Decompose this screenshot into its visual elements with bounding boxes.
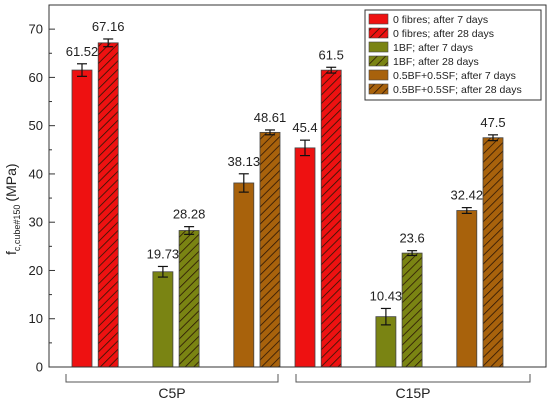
y-tick-label: 50 — [29, 118, 43, 133]
y-tick-label: 60 — [29, 70, 43, 85]
group-label-c15p: C15P — [395, 385, 430, 401]
y-tick-label: 10 — [29, 311, 43, 326]
data-label: 45.4 — [292, 120, 317, 135]
bar — [259, 131, 281, 368]
legend-label: 1BF; after 7 days — [393, 42, 473, 54]
legend-label: 0.5BF+0.5SF; after 7 days — [393, 70, 516, 82]
data-label: 28.28 — [173, 207, 206, 222]
legend-label: 0.5BF+0.5SF; after 28 days — [393, 84, 522, 96]
data-label: 10.43 — [370, 288, 403, 303]
bar — [320, 69, 342, 368]
legend-swatch — [368, 13, 389, 25]
legend-swatch — [368, 41, 389, 53]
data-label: 67.16 — [92, 19, 125, 34]
legend-swatch — [368, 27, 389, 39]
data-label: 38.13 — [228, 154, 261, 169]
legend-swatch — [368, 69, 389, 81]
bar — [294, 147, 316, 368]
legend-swatch — [368, 83, 389, 95]
y-tick-label: 20 — [29, 263, 43, 278]
legend-swatch — [368, 55, 389, 67]
data-labels: 61.52 67.16 19.73 28.28 38.13 48.61 45.4 61.5 10… — [66, 19, 506, 303]
bar — [482, 137, 504, 368]
bar — [233, 182, 255, 368]
y-axis-title: fc,cube#150 (MPa) — [3, 163, 22, 255]
group-bracket-c5p — [65, 374, 279, 383]
y-axis-title-main: f — [3, 251, 19, 255]
legend-label: 0 fibres; after 28 days — [393, 28, 494, 40]
bar — [401, 252, 423, 368]
data-label: 61.52 — [66, 44, 99, 59]
bars — [71, 38, 504, 368]
bar — [97, 42, 119, 368]
bar — [71, 69, 93, 368]
y-tick-label: 0 — [36, 360, 43, 375]
group-bracket-c15p — [295, 374, 531, 383]
y-axis-title-unit: (MPa) — [3, 163, 19, 201]
data-label: 32.42 — [451, 188, 484, 203]
y-tick-label: 70 — [29, 22, 43, 37]
data-label: 19.73 — [147, 246, 180, 261]
bar — [456, 210, 478, 368]
legend: 0 fibres; after 7 days 0 fibres; after 28… — [364, 9, 542, 101]
data-label: 48.61 — [254, 110, 287, 125]
bar — [178, 230, 200, 368]
bar — [152, 271, 174, 368]
y-tick-label: 30 — [29, 215, 43, 230]
legend-label: 1BF; after 28 days — [393, 56, 479, 68]
y-tick-label: 40 — [29, 166, 43, 181]
data-label: 23.6 — [399, 231, 424, 246]
y-axis-title-sub: c,cube#150 — [12, 205, 22, 252]
plot-frame — [48, 4, 547, 368]
legend-label: 0 fibres; after 7 days — [393, 14, 488, 26]
data-label: 47.5 — [480, 115, 505, 130]
legend-box — [364, 9, 542, 101]
data-label: 61.5 — [319, 47, 344, 62]
y-axis-ticks: 0 10 20 30 40 50 60 70 — [29, 22, 55, 375]
group-label-c5p: C5P — [158, 385, 185, 401]
